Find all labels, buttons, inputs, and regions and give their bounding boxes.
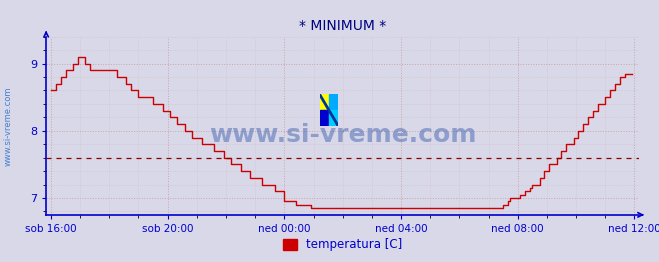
Title: * MINIMUM *: * MINIMUM * — [299, 19, 386, 33]
Bar — [329, 110, 338, 126]
Legend: temperatura [C]: temperatura [C] — [278, 234, 407, 256]
Text: www.si-vreme.com: www.si-vreme.com — [209, 123, 476, 147]
Bar — [320, 110, 329, 126]
Bar — [320, 94, 329, 110]
Bar — [329, 94, 338, 110]
Text: www.si-vreme.com: www.si-vreme.com — [3, 86, 13, 166]
